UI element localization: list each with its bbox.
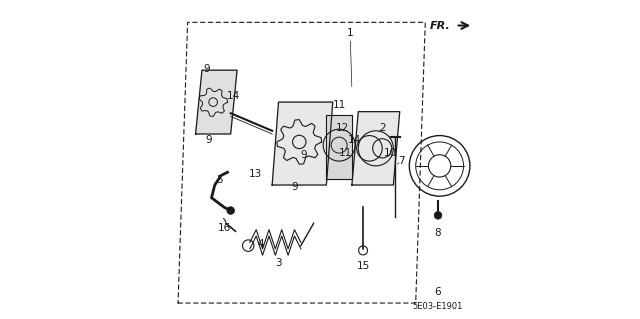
- Text: 11: 11: [333, 100, 346, 110]
- Circle shape: [434, 211, 442, 219]
- Text: 2: 2: [379, 122, 385, 133]
- Polygon shape: [196, 70, 237, 134]
- Text: 8: 8: [435, 228, 442, 238]
- Text: 5E03-E1901: 5E03-E1901: [413, 302, 463, 311]
- Polygon shape: [352, 112, 400, 185]
- Text: 4: 4: [258, 239, 264, 249]
- Text: 15: 15: [356, 261, 370, 271]
- Text: 16: 16: [218, 223, 231, 233]
- Text: 9: 9: [204, 63, 210, 74]
- Text: 5: 5: [216, 175, 223, 185]
- Text: 1: 1: [347, 28, 354, 39]
- Text: 12: 12: [336, 122, 349, 133]
- Text: 11: 11: [339, 148, 352, 158]
- Text: 9: 9: [205, 135, 212, 145]
- Text: 3: 3: [275, 258, 282, 268]
- Text: FR.: FR.: [430, 20, 451, 31]
- Text: 10: 10: [383, 148, 397, 158]
- Text: 9: 9: [292, 182, 298, 192]
- Text: 6: 6: [435, 287, 442, 297]
- Text: 14: 14: [348, 135, 361, 145]
- Circle shape: [227, 207, 234, 214]
- Polygon shape: [326, 115, 352, 179]
- Text: 7: 7: [398, 156, 404, 166]
- Text: 14: 14: [227, 91, 241, 101]
- Text: 9: 9: [300, 150, 307, 160]
- Polygon shape: [272, 102, 333, 185]
- Text: 13: 13: [249, 169, 262, 179]
